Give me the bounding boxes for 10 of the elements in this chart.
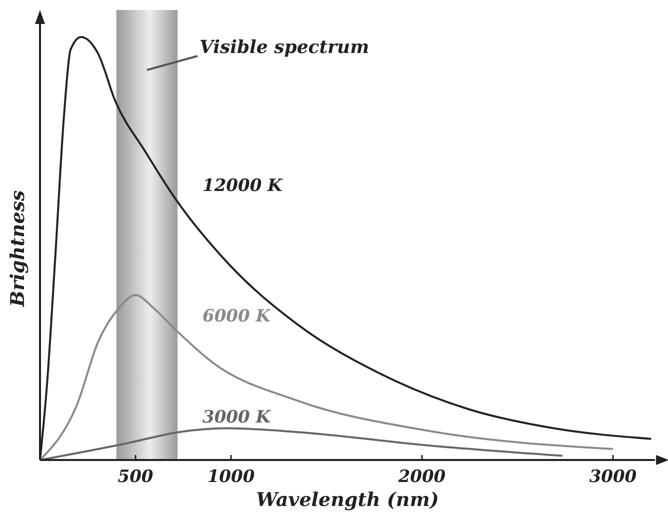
x-tick-label: 3000: [589, 467, 637, 487]
x-axis-title: Wavelength (nm): [256, 489, 439, 511]
band-label: Visible spectrum: [200, 37, 370, 58]
series-label: 3000 K: [202, 407, 272, 428]
x-tick-label: 2000: [397, 467, 446, 487]
x-tick-label: 1000: [207, 467, 255, 487]
series-label: 12000 K: [202, 176, 284, 196]
x-tick-label: 500: [118, 467, 154, 487]
y-axis-title: Brightness: [7, 190, 29, 308]
series-label: 6000 K: [202, 306, 272, 326]
